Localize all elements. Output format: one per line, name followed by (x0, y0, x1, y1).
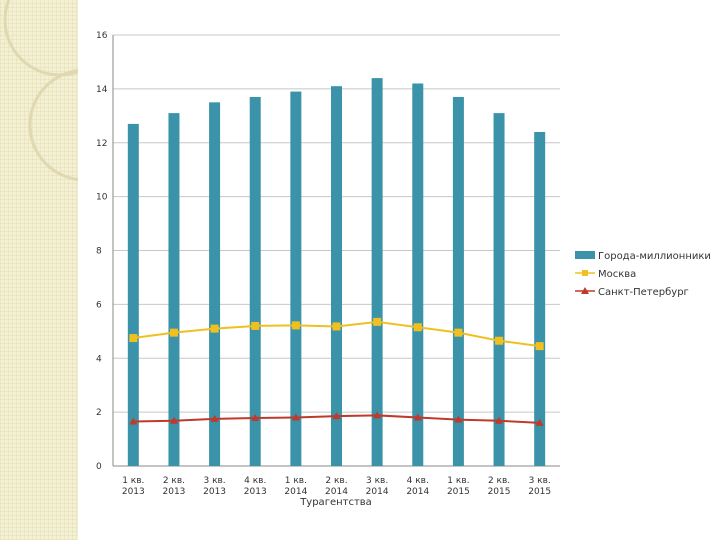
y-tick-label: 2 (96, 408, 102, 418)
y-tick-label: 6 (96, 300, 102, 310)
point-marker (454, 328, 463, 337)
point-marker (373, 411, 382, 419)
point-marker (495, 416, 504, 424)
bar (452, 96, 464, 467)
point-marker (129, 417, 138, 425)
bar (412, 83, 424, 467)
y-tick-label: 10 (96, 193, 108, 203)
bar (534, 131, 546, 466)
x-tick-label: 3 кв. 2014 (366, 476, 389, 497)
decorative-side-panel (0, 0, 142, 540)
legend-label: Санкт-Петербург (598, 287, 689, 298)
point-marker (535, 418, 544, 426)
x-tick-label: 3 кв. 2013 (203, 476, 226, 497)
x-tick-label: 4 кв. 2013 (244, 476, 267, 497)
legend-swatch (575, 251, 595, 259)
bar (493, 113, 505, 467)
point-marker (373, 317, 382, 326)
x-tick-label: 1 кв. 2014 (284, 476, 307, 497)
bar (290, 91, 302, 466)
x-tick-label: 1 кв. 2013 (122, 476, 145, 497)
legend: Города-миллионники Москва Санкт-Петербург (575, 251, 711, 298)
point-marker (332, 322, 341, 331)
bar-series (127, 78, 546, 467)
bar (249, 96, 261, 467)
point-marker (291, 413, 300, 421)
bar (371, 78, 383, 466)
bar (331, 86, 342, 467)
line-series (129, 317, 544, 426)
y-tick-label: 0 (96, 462, 102, 472)
tick-labels: 0 2 4 6 8 10 12 14 16 1 кв. 2013 2 кв. 2013 3 кв. 2013… (96, 31, 551, 497)
point-marker (129, 334, 138, 343)
point-marker (210, 414, 219, 422)
point-marker (535, 342, 544, 351)
legend-label: Москва (598, 269, 636, 280)
y-tick-label: 14 (96, 85, 108, 95)
x-tick-label: 2 кв. 2013 (163, 476, 186, 497)
x-tick-label: 4 кв. 2014 (406, 476, 429, 497)
point-marker (210, 324, 219, 333)
point-marker (413, 413, 422, 421)
x-tick-label: 1 кв. 2015 (447, 476, 470, 497)
legend-marker (581, 287, 589, 294)
y-tick-label: 12 (96, 139, 107, 149)
point-marker (332, 412, 341, 420)
legend-label: Города-миллионники (598, 251, 711, 262)
y-tick-label: 16 (96, 31, 108, 41)
y-tick-label: 8 (96, 247, 102, 257)
legend-marker (582, 270, 588, 276)
x-tick-label: 2 кв. 2015 (488, 476, 511, 497)
x-tick-label: 3 кв. 2015 (528, 476, 551, 497)
y-tick-label: 4 (96, 354, 102, 364)
x-tick-label: 2 кв. 2014 (325, 476, 348, 497)
x-axis-title: Турагентства (299, 497, 372, 508)
bar (209, 102, 221, 466)
point-marker (169, 328, 178, 337)
point-marker (169, 416, 178, 424)
point-marker (495, 336, 504, 345)
bar (168, 113, 180, 467)
point-marker (291, 321, 300, 330)
point-marker (454, 415, 463, 423)
point-marker (413, 323, 422, 332)
point-marker (251, 414, 260, 422)
bar (127, 123, 139, 467)
point-marker (251, 321, 260, 330)
